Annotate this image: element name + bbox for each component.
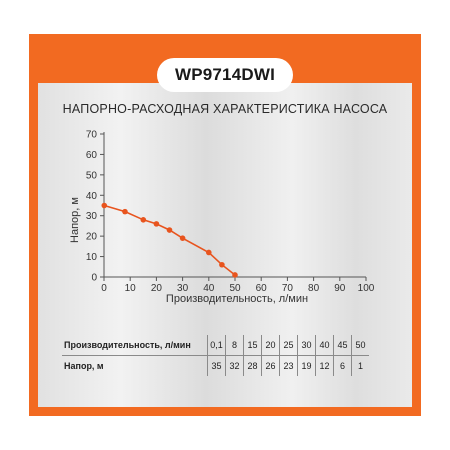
table-cell-flow: 0,1	[207, 335, 226, 356]
table-cell-flow: 30	[297, 335, 316, 356]
table-cell-flow: 8	[225, 335, 244, 356]
data-point	[219, 261, 225, 268]
table-cell-head: 1	[357, 361, 363, 371]
table-row-head: Напор, м 35 32 28 26 23 19 12 6 1	[62, 355, 369, 376]
chart-series	[101, 202, 238, 278]
table-cell-head: 26	[261, 355, 280, 376]
x-tick-label: 0	[101, 283, 107, 294]
table-gap	[204, 335, 208, 356]
x-tick-label: 90	[334, 283, 346, 294]
head-flow-curve	[104, 204, 236, 276]
table-cell-head: 6	[333, 355, 352, 376]
data-point	[179, 235, 186, 241]
y-tick-label: 60	[86, 150, 98, 161]
x-tick-label: 20	[151, 283, 163, 294]
y-tick-label: 30	[86, 211, 98, 222]
model-title-badge: WP9714DWI	[157, 58, 293, 92]
x-tick-label: 70	[282, 283, 294, 294]
table-cell-flow: 25	[279, 335, 298, 356]
y-axis-label: Напор, м	[69, 197, 81, 243]
chart-axes	[103, 132, 366, 278]
table-cell-head: 35	[207, 355, 226, 376]
data-point	[166, 227, 173, 233]
table-row-label-flow: Производительность, л/мин	[62, 335, 204, 356]
table-cell-flow: 50	[351, 335, 369, 356]
y-tick-label: 0	[91, 273, 97, 284]
table-cell-head: 28	[243, 355, 262, 376]
table-cell-head: 12	[315, 355, 334, 376]
chart-ticks: 0 10 20 30 40 50 60 70 80 90 100 0 10 20 30 40 50 60 70	[86, 130, 375, 295]
table-cell-head: 23	[279, 355, 298, 376]
table-cell-flow: 45	[333, 335, 352, 356]
table-gap	[204, 355, 208, 376]
y-tick-label: 40	[86, 191, 98, 202]
table-row-flow: Производительность, л/мин 0,1 8 15 20 25 30 40…	[62, 335, 369, 356]
data-point	[206, 249, 212, 256]
table-row-label-head: Напор, м	[64, 361, 104, 371]
x-axis-label: Производительность, л/мин	[166, 293, 308, 305]
table-cell-head: 32	[225, 355, 244, 376]
data-point	[122, 208, 128, 215]
data-point	[153, 221, 160, 227]
x-tick-label: 100	[358, 283, 375, 294]
performance-table: Производительность, л/мин 0,1 8 15 20 25 30 40…	[62, 335, 369, 376]
data-point	[232, 272, 238, 278]
data-point	[101, 202, 108, 209]
y-tick-label: 70	[86, 130, 98, 141]
x-tick-label: 60	[256, 283, 268, 294]
x-tick-label: 30	[177, 283, 189, 294]
table-cell-flow: 40	[315, 335, 334, 356]
x-tick-label: 80	[308, 283, 320, 294]
x-tick-label: 50	[229, 283, 241, 294]
data-point	[140, 217, 147, 223]
table-cell-head: 19	[297, 355, 316, 376]
table-cell-flow: 20	[261, 335, 280, 356]
y-tick-label: 20	[86, 232, 98, 243]
x-tick-label: 40	[203, 283, 215, 294]
y-tick-label: 10	[86, 252, 98, 263]
table-cell-flow: 15	[243, 335, 262, 356]
y-tick-label: 50	[86, 170, 98, 181]
x-tick-label: 10	[125, 283, 137, 294]
model-title: WP9714DWI	[174, 65, 276, 84]
chart-subtitle: НАПОРНО-РАСХОДНАЯ ХАРАКТЕРИСТИКА НАСОСА	[62, 102, 388, 116]
